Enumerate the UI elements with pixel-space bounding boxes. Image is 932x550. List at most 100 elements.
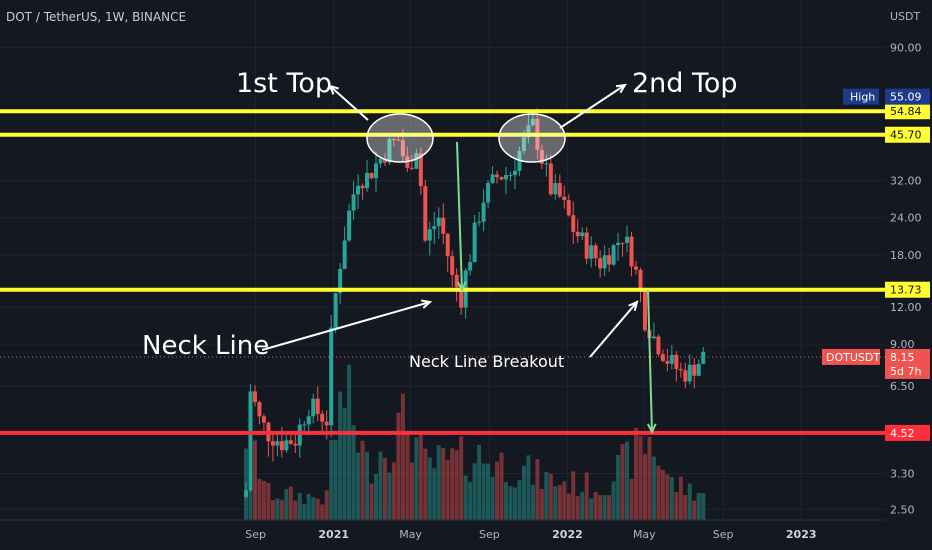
candle-body	[400, 140, 405, 157]
candle-body	[629, 236, 634, 267]
candle-body	[418, 153, 423, 187]
level-price-label: 4.52	[890, 427, 915, 440]
symbol-tag	[822, 348, 880, 365]
volume-bar	[441, 447, 446, 520]
volume-bar	[333, 440, 338, 520]
level-price-tag	[885, 424, 930, 441]
x-tick-label: 2023	[786, 528, 817, 541]
candle-body	[441, 217, 446, 234]
volume-bar	[257, 478, 262, 520]
volume-bar	[486, 463, 491, 520]
neck-line-arrow	[261, 301, 431, 351]
candle-body	[539, 149, 544, 164]
volume-bar	[701, 493, 706, 520]
candle-body	[696, 363, 701, 376]
high-price-label: 55.09	[890, 91, 922, 104]
volume-bar	[387, 472, 392, 520]
y-tick-label: 90.00	[890, 41, 922, 54]
candle-body	[315, 398, 320, 414]
neck-line-breakout-label: Neck Line Breakout	[409, 352, 564, 371]
candle-body	[490, 174, 495, 183]
level-price-tag	[885, 281, 930, 298]
volume-bar	[468, 482, 473, 520]
candle-body	[338, 268, 343, 294]
volume-bar	[324, 490, 329, 520]
volume-bar	[450, 448, 455, 520]
candle-body	[306, 416, 311, 425]
candle-body	[351, 194, 356, 211]
candle-body	[486, 182, 491, 203]
candle-body	[284, 440, 289, 451]
candle-body	[620, 242, 625, 244]
y-tick-label: 18.00	[890, 249, 922, 262]
candle-body	[374, 163, 378, 179]
candle-body	[656, 336, 661, 355]
candle-body	[302, 424, 307, 426]
y-tick-label: 6.50	[890, 380, 915, 393]
candle-body	[607, 255, 612, 265]
volume-bar	[275, 498, 280, 520]
candle-body	[468, 261, 473, 271]
candle-body	[409, 167, 414, 169]
candle-body	[566, 200, 571, 216]
x-tick-label: 2022	[552, 528, 583, 541]
candle-body	[414, 153, 419, 169]
volume-bar	[539, 488, 544, 520]
candle-body	[575, 231, 580, 237]
volume-bar	[548, 473, 553, 520]
second-top-arrow-head	[615, 83, 627, 94]
volume-bar	[535, 459, 540, 520]
candle-body	[548, 163, 553, 195]
candle-body	[288, 440, 293, 444]
candle-body	[625, 236, 630, 243]
candle-body	[580, 232, 585, 237]
volume-bar	[342, 408, 347, 520]
first-top-arrow-head	[328, 84, 339, 95]
volume-bar	[261, 480, 266, 520]
candle-body	[562, 196, 567, 201]
candle-body	[297, 424, 302, 446]
candle-body	[571, 215, 576, 232]
bar-countdown-label: 5d 7h	[890, 365, 921, 378]
candle-body	[589, 245, 594, 259]
neck-line-breakout-arrow	[589, 301, 638, 358]
volume-bar	[692, 500, 697, 520]
volume-bar	[647, 436, 652, 520]
y-tick-label: 3.30	[890, 467, 915, 480]
volume-bar	[642, 454, 647, 520]
target-arrow-right	[647, 289, 653, 433]
y-tick-label: 2.50	[890, 503, 915, 516]
volume-bar	[517, 480, 522, 520]
candle-body	[432, 226, 437, 230]
volume-bar	[459, 436, 464, 520]
candles	[244, 108, 706, 499]
volume-bar	[620, 443, 625, 520]
volume-bar	[544, 471, 549, 520]
volume-bar	[589, 498, 594, 520]
volume-bars	[244, 364, 706, 520]
volume-bar	[365, 451, 370, 520]
candle-body	[450, 256, 455, 275]
volume-bar	[418, 433, 423, 520]
volume-bar	[423, 448, 428, 520]
volume-bar	[391, 462, 396, 520]
candle-body	[261, 416, 266, 423]
candle-body	[293, 443, 298, 446]
candle-body	[477, 221, 482, 223]
y-tick-label: 32.00	[890, 175, 922, 188]
candle-body	[683, 370, 688, 382]
volume-bar	[512, 487, 517, 520]
candle-body	[584, 232, 589, 259]
volume-bar	[508, 486, 513, 520]
volume-bar	[311, 497, 316, 520]
candle-body	[391, 139, 396, 141]
volume-bar	[584, 472, 589, 520]
volume-bar	[378, 451, 383, 520]
volume-bar	[499, 452, 504, 520]
volume-bar	[607, 495, 612, 520]
volume-bar	[651, 456, 656, 520]
candle-body	[678, 369, 683, 371]
candle-body	[674, 354, 679, 370]
volume-bar	[445, 459, 450, 520]
